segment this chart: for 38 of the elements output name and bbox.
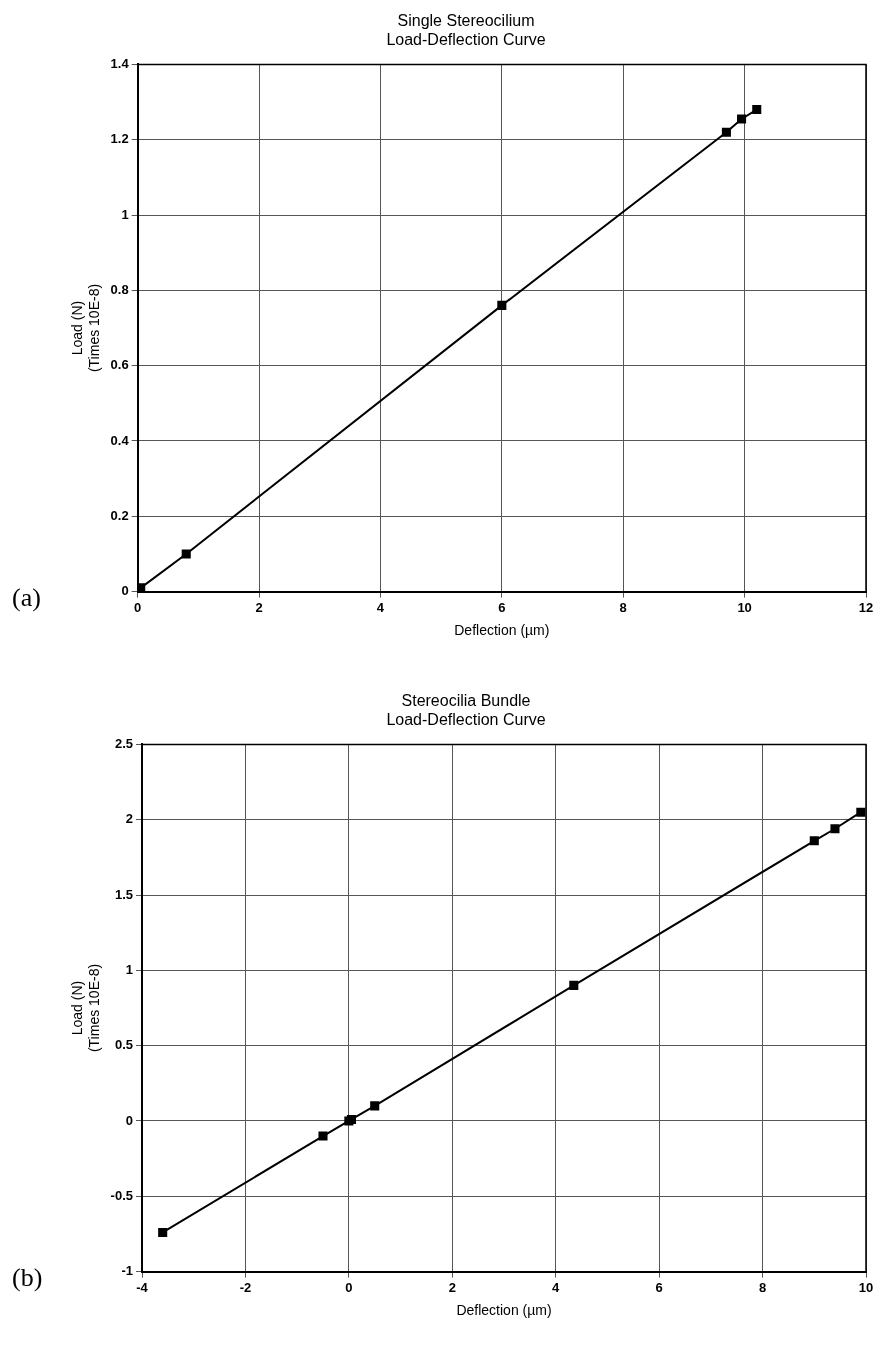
x-tick-label: 10 <box>737 599 752 615</box>
x-tick-label: 6 <box>655 1279 663 1295</box>
x-tick-label: 2 <box>448 1279 456 1295</box>
x-tick-label: 4 <box>376 599 385 615</box>
x-tick-label: 6 <box>498 599 506 615</box>
y-tick-label: 1.5 <box>114 886 133 902</box>
y-tick-label: 0.6 <box>110 357 129 373</box>
x-tick-label: 8 <box>758 1279 767 1295</box>
x-tick-label: 10 <box>858 1279 874 1295</box>
y-tick-label: 2.5 <box>114 735 133 751</box>
y-tick-label: 0.8 <box>110 281 129 297</box>
y-tick-label: 1.2 <box>110 131 129 147</box>
y-tick-label: 1.4 <box>110 55 130 71</box>
x-tick-label: -2 <box>239 1279 252 1295</box>
chart-title: Single Stereocilium Load-Deflection Curve <box>386 12 546 49</box>
y-axis-title: Load (N) (Times 10E-8) <box>69 283 103 373</box>
x-tick-label: 2 <box>255 599 263 615</box>
y-tick-label: 1 <box>121 206 129 222</box>
y-tick-label: 0.2 <box>110 507 129 523</box>
text: (b) <box>12 1263 43 1293</box>
y-tick-label: 0.5 <box>114 1037 133 1053</box>
y-tick-label: -1 <box>121 1263 133 1279</box>
x-tick-label: 4 <box>552 1279 561 1295</box>
x-tick-label: 0 <box>345 1279 353 1295</box>
x-tick-label: 12 <box>858 599 874 615</box>
y-tick-label: 0.4 <box>110 432 130 448</box>
y-tick-label: 0 <box>121 583 129 599</box>
y-tick-label: 0 <box>125 1112 133 1128</box>
y-tick-label: 2 <box>125 811 133 827</box>
chart-title: Stereocilia Bundle Load-Deflection Curve <box>386 692 546 729</box>
text: (a) <box>12 583 41 613</box>
y-axis-title: Load (N) (Times 10E-8) <box>69 963 103 1053</box>
x-tick-label: -4 <box>136 1279 149 1295</box>
x-tick-label: 8 <box>619 599 627 615</box>
x-axis-title: Deflection (µm) <box>454 622 550 639</box>
y-tick-label: -0.5 <box>110 1187 133 1203</box>
y-tick-label: 1 <box>125 961 133 977</box>
x-axis-title: Deflection (µm) <box>456 1302 552 1319</box>
